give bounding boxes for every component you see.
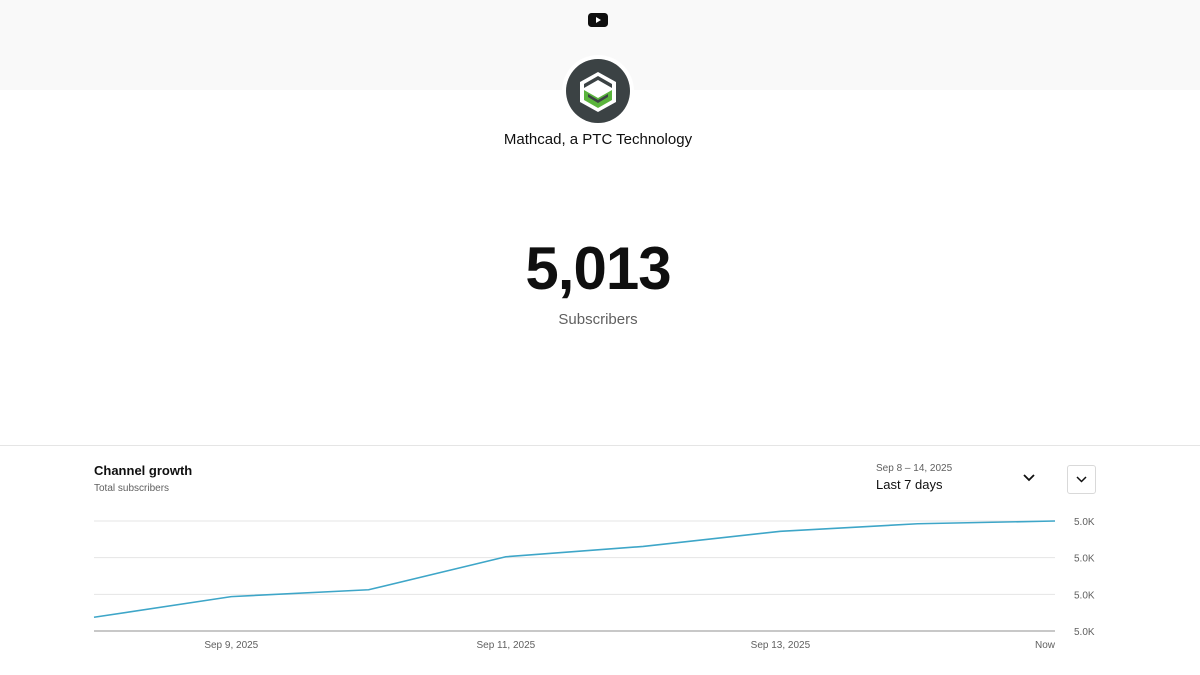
growth-subtitle: Total subscribers	[94, 483, 170, 494]
subscriber-label: Subscribers	[558, 311, 638, 328]
x-axis-ticks: Sep 9, 2025 Sep 11, 2025 Sep 13, 2025 Now	[204, 640, 1055, 651]
section-divider	[0, 445, 1200, 446]
subscriber-growth-chart: 5.0K 5.0K 5.0K 5.0K Sep 9, 2025 Sep 11, 2025…	[93, 517, 1095, 651]
chevron-down-icon	[1023, 474, 1035, 482]
channel-name: Mathcad, a PTC Technology	[503, 131, 693, 148]
avatar[interactable]	[562, 55, 634, 127]
chevron-down-icon	[1076, 476, 1087, 483]
youtube-play-icon[interactable]	[588, 13, 608, 27]
date-range-selector[interactable]: Sep 8 – 14, 2025 Last 7 days	[870, 458, 1050, 498]
subscribers-series-line	[93, 520, 1056, 619]
x-tick-label: Sep 13, 2025	[751, 640, 811, 651]
date-range-label: Sep 8 – 14, 2025	[876, 463, 953, 474]
x-tick-label: Sep 11, 2025	[476, 640, 535, 651]
expand-button[interactable]	[1067, 465, 1096, 494]
subscriber-count: 5,013	[525, 235, 671, 302]
y-tick-label: 5.0K	[1074, 554, 1095, 565]
chart-series	[93, 520, 1056, 619]
period-label: Last 7 days	[876, 477, 943, 492]
y-axis-ticks: 5.0K 5.0K 5.0K 5.0K	[1074, 517, 1095, 638]
x-tick-label: Now	[1035, 640, 1056, 651]
y-tick-label: 5.0K	[1074, 517, 1095, 528]
y-tick-label: 5.0K	[1074, 590, 1095, 601]
x-tick-label: Sep 9, 2025	[204, 640, 258, 651]
y-tick-label: 5.0K	[1074, 627, 1095, 638]
growth-title: Channel growth	[94, 463, 193, 478]
chart-grid	[94, 520, 1055, 632]
mathcad-logo-icon	[566, 59, 630, 123]
